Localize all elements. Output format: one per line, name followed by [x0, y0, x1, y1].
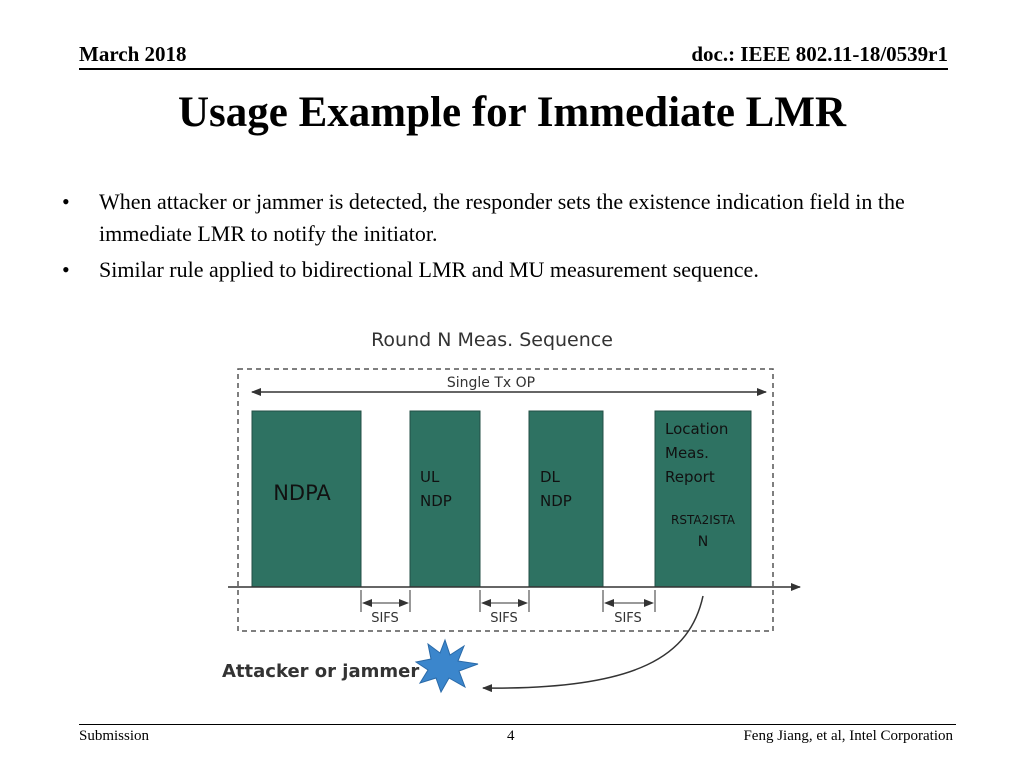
lmr-sublabel-line1: RSTA2ISTA [671, 513, 736, 527]
bullet-item: • Similar rule applied to bidirectional L… [62, 254, 942, 286]
dl-ndp-label-line2: NDP [540, 492, 572, 510]
sifs-label: SIFS [490, 611, 518, 626]
txop-label-bg [444, 373, 538, 391]
header-doc-id: doc.: IEEE 802.11-18/0539r1 [691, 42, 948, 66]
bullet-list: • When attacker or jammer is detected, th… [62, 186, 942, 290]
bullet-dot: • [62, 257, 70, 282]
slide-title: Usage Example for Immediate LMR [178, 89, 846, 136]
dl-ndp-label-line1: DL [540, 468, 561, 486]
txop-label: Single Tx OP [447, 375, 535, 391]
ul-ndp-block [409, 410, 481, 588]
bullet-text: Similar rule applied to bidirectional LM… [99, 257, 759, 282]
diagram-title: Round N Meas. Sequence [371, 329, 613, 351]
footer-submission: Submission [79, 728, 150, 744]
footer-page-number: 4 [507, 728, 515, 744]
header-rule [79, 68, 948, 70]
ndpa-label: NDPA [273, 481, 331, 505]
header-date: March 2018 [79, 42, 187, 66]
lmr-block [654, 410, 752, 588]
notify-arrow [482, 595, 704, 693]
ndpa-block [251, 410, 362, 588]
dl-ndp-block [528, 410, 604, 588]
sifs-label: SIFS [614, 611, 642, 626]
jammer-burst-icon [414, 638, 479, 694]
sifs-label: SIFS [371, 611, 399, 626]
lmr-label-line1: Location [665, 420, 728, 438]
footer-author: Feng Jiang, et al, Intel Corporation [743, 728, 953, 744]
bullet-dot: • [62, 189, 70, 214]
lmr-sublabel-line2: N [698, 534, 708, 550]
ul-ndp-label-line1: UL [420, 468, 440, 486]
bullet-text: When attacker or jammer is detected, the… [99, 189, 905, 246]
footer-rule [79, 724, 956, 725]
lmr-label-line2: Meas. [665, 444, 709, 462]
bullet-item: • When attacker or jammer is detected, th… [62, 186, 942, 250]
lmr-label-line3: Report [665, 468, 715, 486]
txop-boundary [237, 368, 774, 632]
attacker-label: Attacker or jammer [222, 661, 419, 682]
ul-ndp-label-line2: NDP [420, 492, 452, 510]
